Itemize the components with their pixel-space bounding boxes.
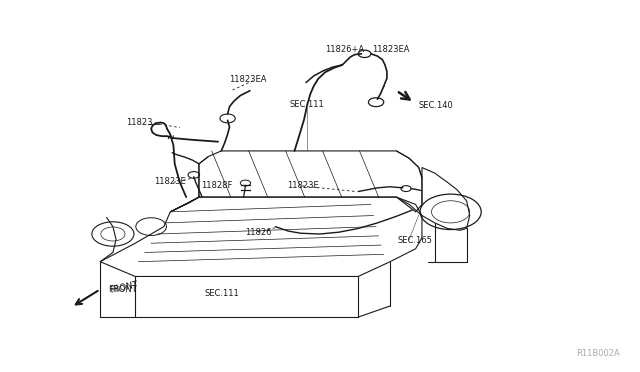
Text: FRONT: FRONT <box>108 285 137 294</box>
Text: 11823EA: 11823EA <box>230 75 267 84</box>
Text: 11823E: 11823E <box>154 177 186 186</box>
Text: 11826+A: 11826+A <box>325 45 364 54</box>
Text: SEC.165: SEC.165 <box>397 236 433 245</box>
Text: SEC.140: SEC.140 <box>419 101 454 110</box>
Text: 11826: 11826 <box>245 228 271 237</box>
Text: 11823E: 11823E <box>287 181 319 190</box>
Text: FRONT: FRONT <box>108 280 138 295</box>
Text: SEC.111: SEC.111 <box>289 100 324 109</box>
Text: 11823EA: 11823EA <box>372 45 410 54</box>
Text: R11B002A: R11B002A <box>576 349 620 358</box>
Text: 11823: 11823 <box>125 118 152 127</box>
Text: SEC.111: SEC.111 <box>204 289 239 298</box>
Text: 11828F: 11828F <box>201 182 232 190</box>
